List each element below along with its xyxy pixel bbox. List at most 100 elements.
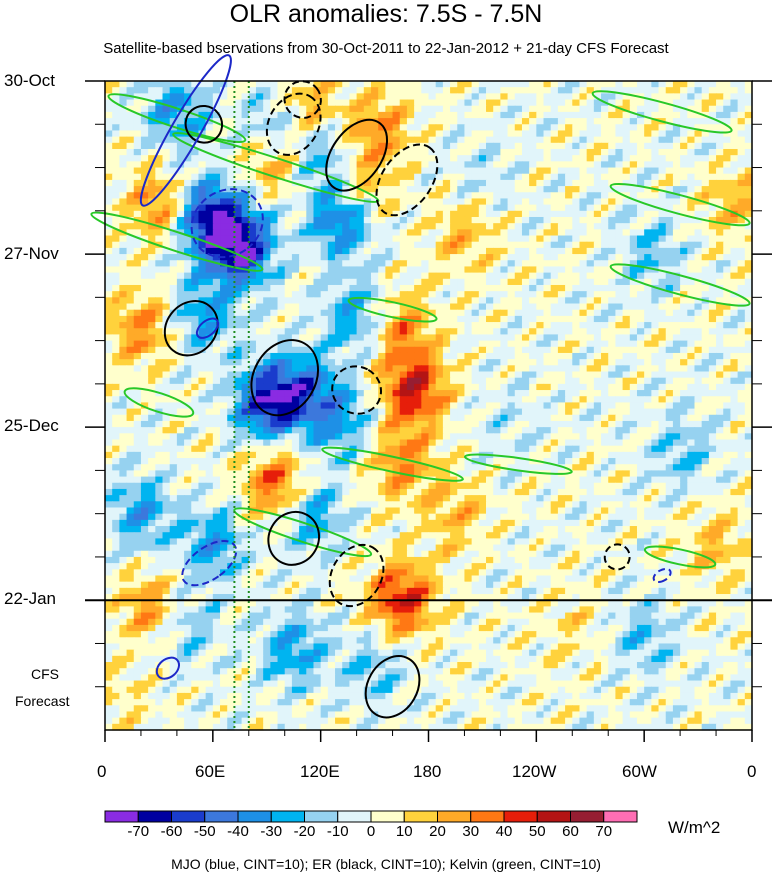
field-cell (514, 352, 523, 360)
field-cell (270, 352, 279, 360)
field-cell (320, 322, 329, 329)
field-cell (112, 93, 120, 101)
field-cell (622, 346, 631, 354)
field-cell (313, 99, 322, 107)
field-cell (220, 352, 228, 360)
field-cell (493, 99, 501, 107)
field-cell (255, 216, 264, 224)
field-cell (212, 223, 221, 230)
field-cell (119, 334, 128, 342)
field-cell (320, 365, 329, 373)
field-cell (421, 81, 430, 88)
field-cell (198, 303, 207, 311)
field-cell (536, 278, 545, 286)
field-cell (536, 309, 545, 317)
field-cell (306, 229, 315, 237)
field-cell (320, 260, 329, 268)
field-cell (198, 414, 207, 422)
field-cell (363, 402, 372, 410)
field-cell (140, 130, 149, 138)
field-cell (255, 142, 264, 150)
field-cell (543, 216, 552, 224)
field-cell (478, 229, 487, 237)
field-cell (284, 390, 293, 397)
field-cell (176, 254, 185, 261)
field-cell (536, 254, 545, 261)
field-cell (687, 87, 696, 94)
field-cell (227, 284, 235, 292)
field-cell (392, 130, 401, 138)
field-cell (507, 266, 516, 274)
field-cell (608, 155, 617, 162)
field-cell (198, 402, 207, 410)
field-cell (557, 111, 566, 119)
field-cell (234, 383, 243, 391)
field-cell (471, 161, 480, 169)
field-cell (629, 247, 638, 255)
field-cell (148, 93, 156, 101)
field-cell (306, 235, 315, 243)
field-cell (342, 420, 351, 428)
field-cell (521, 130, 530, 138)
field-cell (205, 328, 214, 336)
field-cell (536, 272, 545, 280)
field-cell (565, 142, 573, 150)
field-cell (335, 303, 343, 311)
field-cell (658, 414, 667, 422)
field-cell (723, 210, 732, 218)
field-cell (155, 142, 164, 150)
field-cell (306, 408, 315, 416)
field-cell (399, 87, 408, 94)
field-cell (212, 81, 221, 88)
field-cell (636, 383, 645, 391)
field-cell (572, 377, 581, 385)
field-cell (241, 223, 250, 230)
field-cell (140, 328, 149, 336)
field-cell (514, 93, 523, 101)
field-cell (486, 87, 494, 94)
field-cell (335, 254, 343, 261)
field-cell (399, 136, 408, 144)
field-cell (586, 198, 595, 206)
field-cell (270, 192, 279, 200)
field-cell (169, 216, 178, 224)
field-cell (385, 377, 394, 385)
field-cell (557, 297, 566, 305)
field-cell (277, 408, 286, 416)
field-cell (342, 272, 351, 280)
field-cell (234, 111, 243, 119)
field-cell (586, 167, 595, 175)
field-cell (507, 284, 516, 292)
field-cell (342, 260, 351, 268)
field-cell (212, 216, 221, 224)
field-cell (313, 155, 322, 162)
field-cell (737, 235, 746, 243)
field-cell (694, 130, 703, 138)
field-cell (184, 167, 192, 175)
field-cell (507, 414, 516, 422)
field-cell (557, 266, 566, 274)
field-cell (565, 155, 573, 162)
field-cell (284, 414, 293, 422)
field-cell (500, 81, 509, 88)
field-cell (601, 272, 609, 280)
field-cell (220, 124, 228, 132)
field-cell (176, 420, 185, 428)
field-cell (421, 383, 430, 391)
field-cell (392, 309, 401, 317)
field-cell (672, 142, 681, 150)
field-cell (363, 142, 372, 150)
field-cell (320, 173, 329, 181)
field-cell (672, 365, 681, 373)
field-cell (126, 420, 135, 428)
field-cell (636, 272, 645, 280)
field-cell (399, 247, 408, 255)
field-cell (155, 155, 164, 162)
field-cell (363, 322, 372, 329)
field-cell (399, 383, 408, 391)
field-cell (291, 322, 300, 329)
field-cell (636, 396, 645, 404)
field-cell (514, 371, 523, 379)
field-cell (263, 136, 271, 144)
field-cell (716, 383, 724, 391)
